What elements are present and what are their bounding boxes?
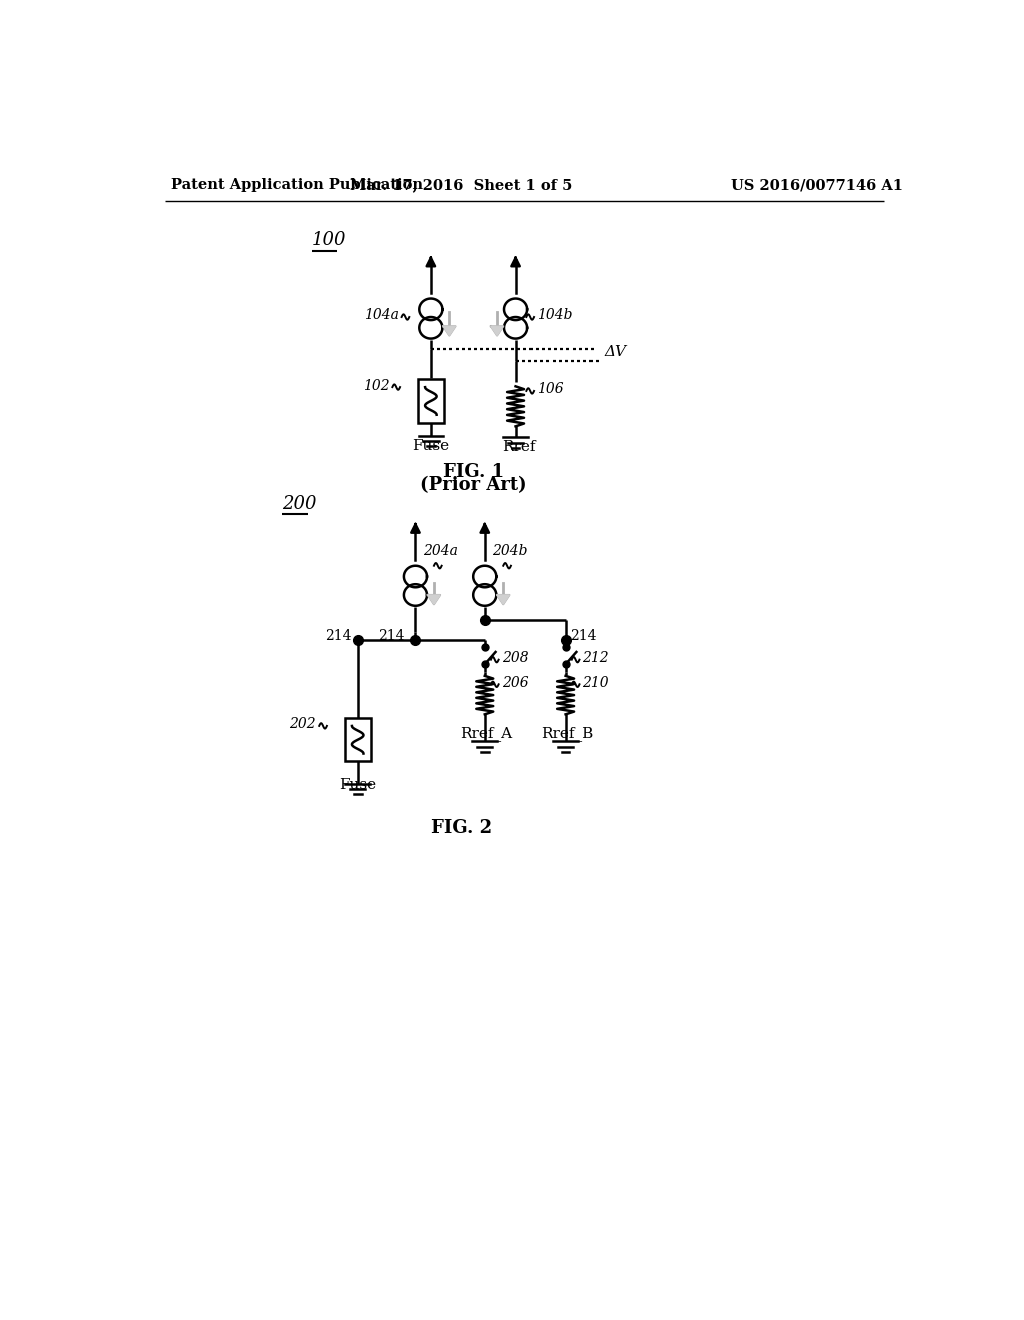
- Text: 208: 208: [502, 651, 528, 665]
- Text: 100: 100: [311, 231, 346, 249]
- Polygon shape: [497, 595, 509, 605]
- Text: (Prior Art): (Prior Art): [420, 475, 526, 494]
- Text: 206: 206: [502, 676, 528, 690]
- Text: 212: 212: [583, 651, 609, 665]
- Text: 204a: 204a: [423, 544, 458, 558]
- Polygon shape: [443, 326, 456, 335]
- Text: Rref_B: Rref_B: [541, 726, 593, 741]
- Text: ΔV: ΔV: [604, 345, 626, 359]
- Text: 102: 102: [362, 379, 389, 392]
- Text: Rref_A: Rref_A: [460, 726, 512, 741]
- Text: Mar. 17, 2016  Sheet 1 of 5: Mar. 17, 2016 Sheet 1 of 5: [350, 178, 572, 193]
- Text: Patent Application Publication: Patent Application Publication: [171, 178, 423, 193]
- Polygon shape: [428, 595, 440, 605]
- Text: 200: 200: [283, 495, 316, 512]
- Text: 202: 202: [290, 717, 316, 731]
- Text: FIG. 1: FIG. 1: [442, 462, 504, 480]
- Text: 104a: 104a: [364, 309, 398, 322]
- Text: Fuse: Fuse: [339, 779, 376, 792]
- Polygon shape: [490, 326, 503, 335]
- Text: 210: 210: [583, 676, 609, 690]
- Bar: [345, 718, 371, 762]
- Text: 204b: 204b: [493, 544, 528, 558]
- Text: Rref: Rref: [502, 441, 536, 454]
- Bar: [418, 379, 444, 422]
- Text: FIG. 2: FIG. 2: [431, 818, 493, 837]
- Text: 214: 214: [570, 628, 597, 643]
- Text: US 2016/0077146 A1: US 2016/0077146 A1: [731, 178, 903, 193]
- Text: Fuse: Fuse: [413, 440, 450, 454]
- Text: 106: 106: [538, 383, 564, 396]
- Text: 104b: 104b: [538, 309, 572, 322]
- Text: 214: 214: [378, 628, 404, 643]
- Text: 214: 214: [325, 628, 351, 643]
